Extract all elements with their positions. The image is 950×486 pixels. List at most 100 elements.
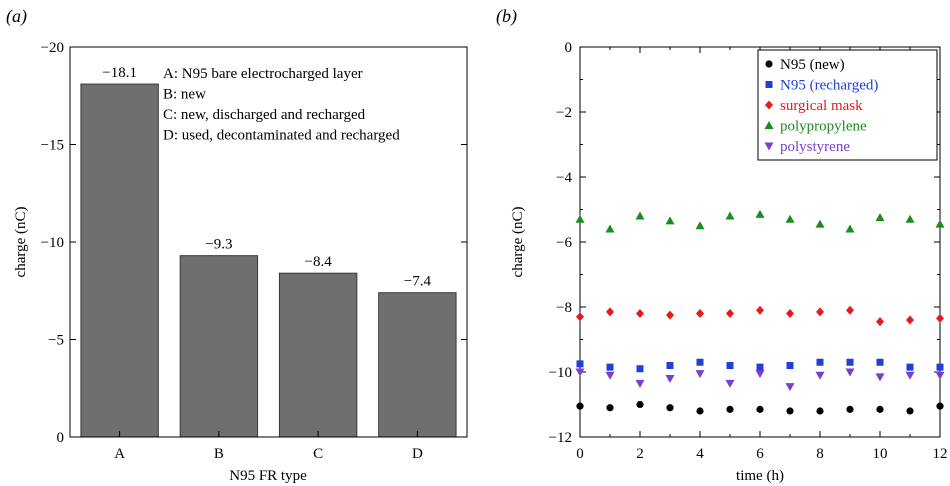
point-triangle-down bbox=[875, 373, 885, 382]
point-triangle-down bbox=[635, 379, 645, 388]
annotation-line: C: new, discharged and recharged bbox=[163, 107, 366, 123]
point-triangle-up bbox=[755, 209, 765, 218]
point-square bbox=[936, 363, 944, 371]
point-diamond bbox=[666, 310, 674, 320]
point-square bbox=[606, 363, 614, 371]
bar-chart-a: −18.1 −9.3 −8.4 −7.4 0 −5 −10 −15 −20 A B C D A: N… bbox=[13, 40, 468, 484]
x-axis-label-b: time (h) bbox=[736, 468, 784, 484]
y-tick-label-a: −20 bbox=[41, 40, 64, 56]
legend-label: N95 (recharged) bbox=[780, 78, 878, 94]
point-diamond bbox=[876, 317, 884, 327]
point-diamond bbox=[696, 309, 704, 318]
annotation-line: A: N95 bare electrocharged layer bbox=[163, 66, 363, 82]
point-diamond bbox=[816, 307, 824, 317]
y-tick-label-b: −10 bbox=[549, 365, 572, 381]
point-triangle-up bbox=[935, 219, 945, 228]
point-circle bbox=[726, 405, 734, 413]
point-diamond bbox=[786, 309, 794, 318]
y-tick-label-b: −4 bbox=[556, 170, 572, 186]
panel-a-label: (a) bbox=[6, 6, 27, 27]
y-tick-label-a: −15 bbox=[41, 138, 64, 154]
x-tick-label-b: 8 bbox=[816, 446, 824, 462]
point-circle bbox=[636, 400, 644, 409]
y-axis-label-b: charge (nC) bbox=[510, 207, 526, 278]
point-circle bbox=[876, 405, 884, 413]
point-circle bbox=[846, 405, 854, 413]
x-tick-label-b: 10 bbox=[873, 446, 888, 462]
point-triangle-down bbox=[845, 368, 855, 377]
legend-marker-triangle-down bbox=[764, 142, 774, 151]
x-tick-label-B: B bbox=[214, 446, 224, 462]
point-diamond bbox=[936, 313, 944, 323]
point-triangle-up bbox=[635, 211, 645, 220]
point-triangle-up bbox=[605, 224, 615, 233]
point-triangle-up bbox=[875, 213, 885, 222]
x-axis-label-a: N95 FR type bbox=[229, 468, 307, 484]
value-label-B: −9.3 bbox=[205, 237, 232, 253]
point-triangle-down bbox=[695, 370, 705, 379]
x-tick-label-b: 4 bbox=[696, 446, 704, 462]
x-tick-label-b: 6 bbox=[756, 446, 764, 462]
point-triangle-up bbox=[905, 214, 915, 223]
point-square bbox=[816, 358, 824, 366]
x-tick-label-b: 0 bbox=[576, 446, 584, 462]
point-circle bbox=[906, 407, 914, 415]
point-triangle-up bbox=[785, 214, 795, 223]
point-square bbox=[576, 360, 584, 368]
point-diamond bbox=[726, 309, 734, 318]
bar-D bbox=[378, 292, 457, 438]
legend-box bbox=[757, 49, 938, 161]
point-triangle-up bbox=[725, 211, 735, 220]
panel-b-label: (b) bbox=[496, 6, 517, 27]
point-square bbox=[876, 358, 884, 366]
point-triangle-down bbox=[935, 371, 945, 380]
point-circle bbox=[936, 402, 944, 410]
value-label-A: −18.1 bbox=[102, 65, 137, 81]
y-axis-label-a: charge (nC) bbox=[13, 207, 29, 278]
point-square bbox=[726, 362, 734, 369]
bar-A bbox=[80, 83, 159, 438]
point-square bbox=[846, 358, 854, 366]
y-tick-label-a: 0 bbox=[57, 430, 65, 446]
legend-marker-triangle-up bbox=[764, 121, 774, 129]
point-triangle-up bbox=[845, 224, 855, 233]
point-triangle-down bbox=[575, 368, 585, 377]
x-tick-label-b: 12 bbox=[933, 446, 948, 462]
y-tick-label-b: −12 bbox=[549, 430, 572, 446]
point-circle bbox=[696, 407, 704, 415]
point-diamond bbox=[906, 315, 914, 325]
point-triangle-up bbox=[575, 214, 585, 223]
point-circle bbox=[606, 404, 614, 412]
point-triangle-up bbox=[665, 216, 675, 225]
point-triangle-down bbox=[785, 383, 795, 392]
point-circle bbox=[786, 407, 794, 415]
bar-C bbox=[278, 272, 358, 438]
point-triangle-down bbox=[755, 370, 765, 379]
point-triangle-up bbox=[815, 219, 825, 228]
y-tick-label-b: −8 bbox=[556, 300, 572, 316]
point-triangle-down bbox=[815, 371, 825, 380]
legend-label: surgical mask bbox=[780, 98, 863, 114]
legend-label: polystyrene bbox=[780, 139, 850, 155]
x-tick-label-A: A bbox=[114, 446, 125, 462]
y-tick-label-a: −5 bbox=[48, 333, 64, 349]
value-label-D: −7.4 bbox=[404, 274, 432, 290]
point-circle bbox=[666, 404, 674, 412]
x-tick-label-b: 2 bbox=[636, 446, 644, 462]
x-tick-label-D: D bbox=[412, 446, 423, 462]
point-triangle-down bbox=[605, 371, 615, 380]
y-tick-label-b: −6 bbox=[556, 235, 572, 251]
point-square bbox=[636, 365, 644, 373]
value-label-C: −8.4 bbox=[305, 254, 333, 270]
point-diamond bbox=[756, 305, 764, 315]
legend-marker-circle bbox=[765, 60, 773, 68]
annotation-line: B: new bbox=[163, 87, 206, 103]
bar-B bbox=[179, 255, 259, 438]
point-triangle-up bbox=[695, 221, 705, 230]
point-circle bbox=[816, 407, 824, 415]
point-diamond bbox=[636, 309, 644, 318]
point-square bbox=[756, 363, 764, 371]
legend-marker-square bbox=[765, 81, 773, 88]
point-triangle-down bbox=[725, 379, 735, 388]
legend-label: N95 (new) bbox=[780, 57, 845, 73]
